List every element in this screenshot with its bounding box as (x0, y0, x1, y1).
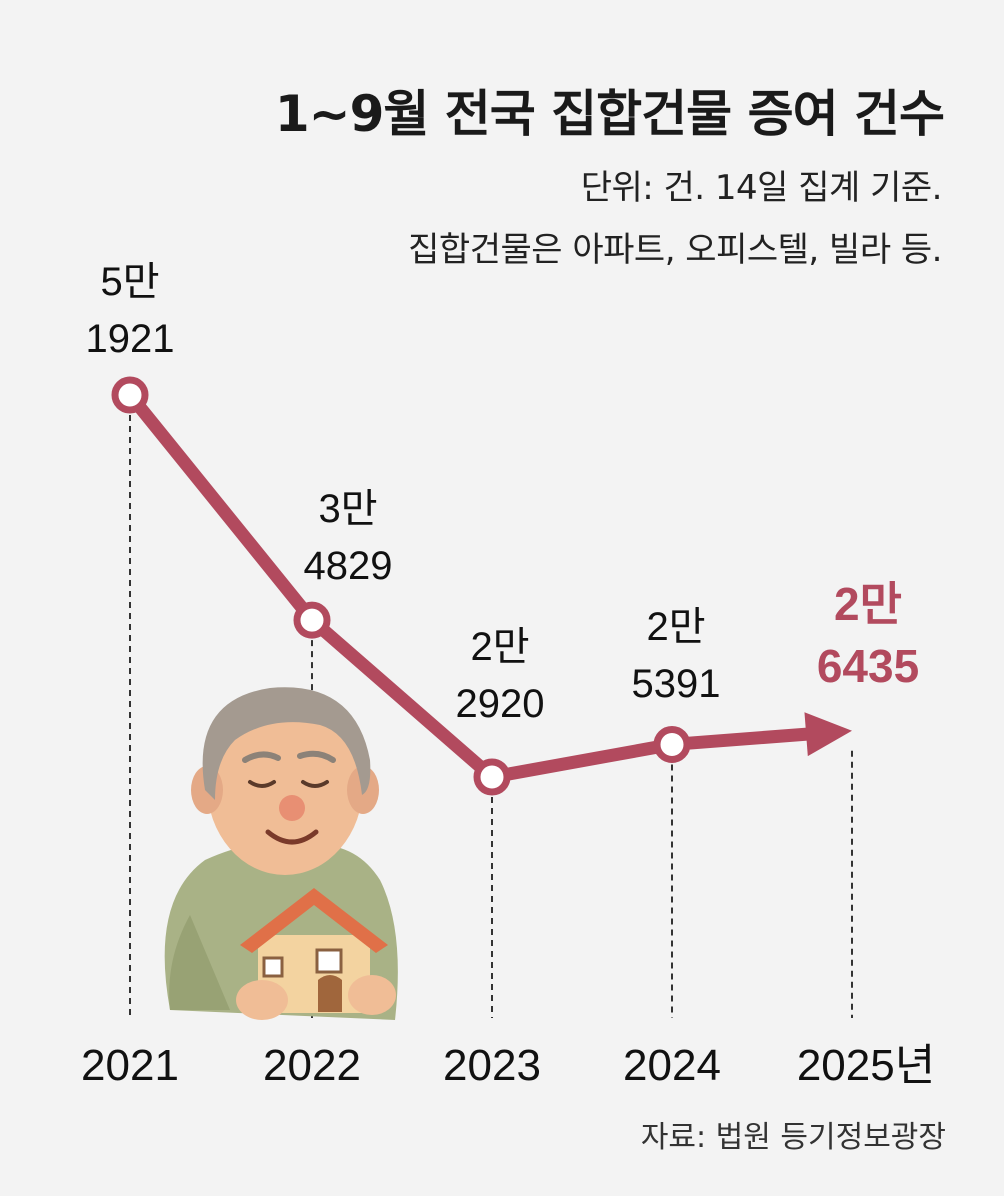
value-label-2025년-line1: 2만 (834, 578, 902, 630)
x-tick-label-2021: 2021 (81, 1041, 179, 1090)
value-label-2023-line2: 2920 (456, 682, 545, 726)
series-segment-2 (305, 613, 499, 784)
chart-subtitle-unit: 단위: 건. 14일 집계 기준. (580, 168, 943, 208)
data-markers (111, 376, 852, 796)
x-tick-label-2022: 2022 (263, 1041, 361, 1090)
series-segment-3 (485, 737, 679, 784)
point-marker-2021 (111, 376, 149, 414)
x-tick-label-2024: 2024 (623, 1041, 721, 1090)
data-source: 자료: 법원 등기정보광장 (640, 1120, 946, 1155)
value-label-2025년-line2: 6435 (817, 640, 919, 692)
value-label-2024-line2: 5391 (632, 662, 721, 706)
x-tick-label-2023: 2023 (443, 1041, 541, 1090)
series-segment-1 (123, 388, 319, 627)
value-label-2024-line1: 2만 (646, 605, 705, 649)
value-label-2023-line1: 2만 (470, 625, 529, 669)
elderly-man-holding-house-icon (164, 687, 398, 1020)
chart-title: 1~9월 전국 집합건물 증여 건수 (274, 85, 945, 143)
point-marker-2024 (653, 725, 691, 763)
series-line (123, 388, 819, 784)
value-label-2021-line1: 5만 (100, 260, 159, 304)
series-segment-4 (665, 727, 819, 751)
point-marker-2023 (473, 758, 511, 796)
value-label-2022-line1: 3만 (318, 487, 377, 531)
arrow-marker-2025년 (804, 712, 852, 757)
value-label-2022-line2: 4829 (304, 544, 393, 588)
point-marker-2022 (293, 601, 331, 639)
value-labels: 5만 1921 3만 4829 2만 2920 2만 5391 2만 6435 (86, 260, 920, 726)
x-tick-label-2025년: 2025년 (797, 1041, 935, 1090)
chart-subtitle-note: 집합건물은 아파트, 오피스텔, 빌라 등. (408, 230, 942, 270)
x-axis-ticks: 2021 2022 2023 2024 2025년 (81, 1041, 935, 1090)
value-label-2021-line2: 1921 (86, 317, 175, 361)
